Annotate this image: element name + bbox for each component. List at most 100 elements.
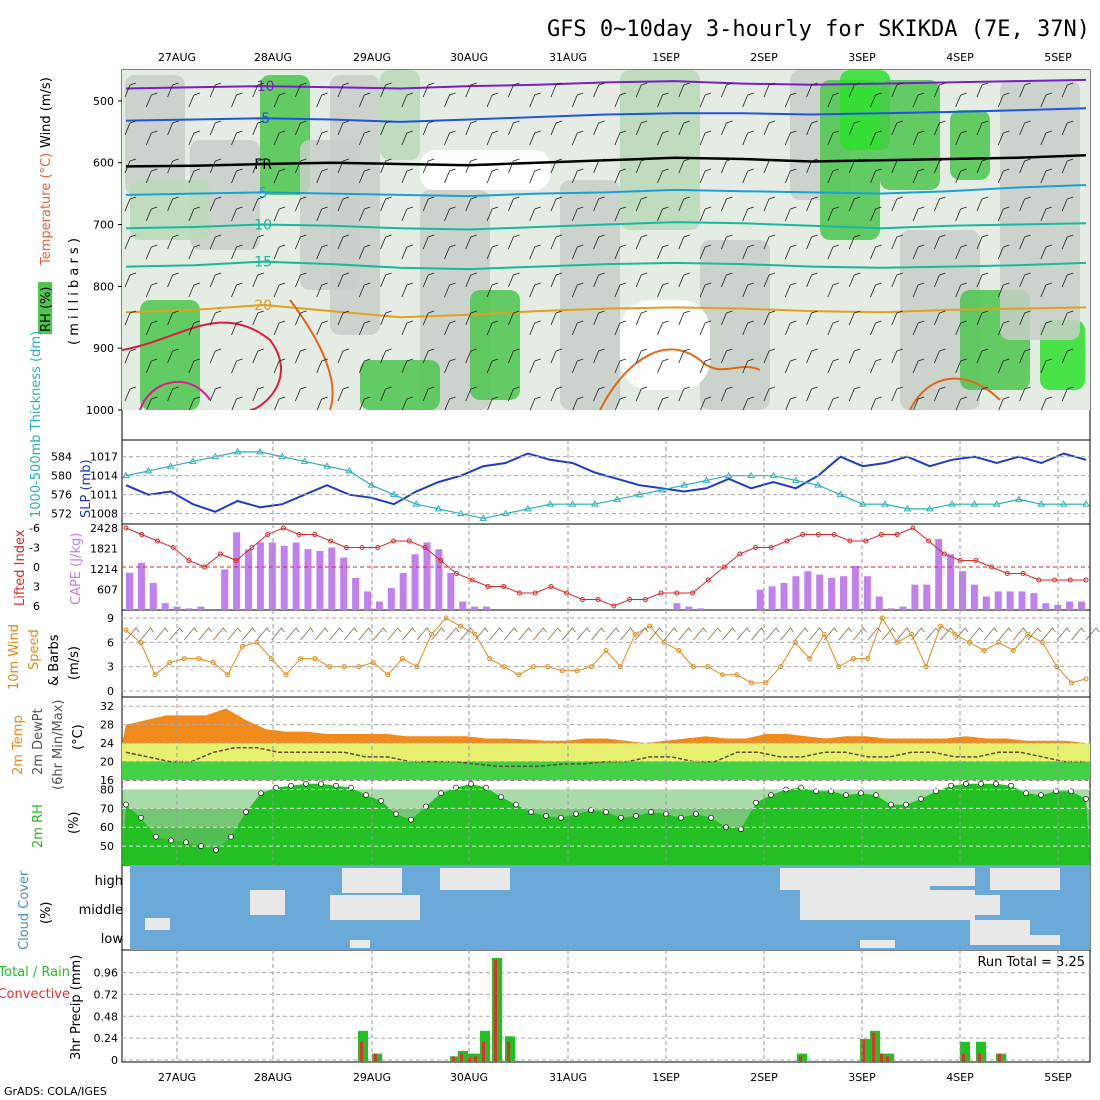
wind-barb xyxy=(145,282,158,298)
wind-barb xyxy=(188,244,201,260)
precip-convective-bar xyxy=(799,1056,802,1062)
wind-barb xyxy=(870,396,882,410)
cape-bar xyxy=(1078,601,1085,610)
wind-barb xyxy=(997,320,1010,336)
wind-barb xyxy=(635,272,648,288)
precip-convective-bar xyxy=(452,1056,455,1062)
rh-marker xyxy=(873,792,879,798)
thickness-marker xyxy=(1059,500,1068,507)
wind-barb xyxy=(198,627,213,641)
rh-marker xyxy=(483,784,489,791)
wind-barb xyxy=(593,158,605,174)
wind-barb xyxy=(486,358,499,374)
wind-barb xyxy=(1061,234,1074,250)
lifted-index-marker xyxy=(343,545,349,550)
wind-barb xyxy=(976,348,989,364)
wind-barb xyxy=(955,282,967,298)
wind-speed-marker xyxy=(952,631,958,637)
wind-barb xyxy=(827,396,840,410)
wind-barb xyxy=(465,234,477,250)
wind-barb xyxy=(316,320,328,336)
wind-barb xyxy=(188,92,201,108)
lifted-index-marker xyxy=(249,545,255,550)
wind-speed-marker xyxy=(385,672,391,678)
wind-barb xyxy=(934,120,946,136)
precip-convective-bar xyxy=(474,1056,477,1062)
lifted-index-marker xyxy=(469,577,475,583)
wind-barb xyxy=(550,196,563,212)
wind-barb xyxy=(997,92,1010,108)
wind-barb xyxy=(576,627,591,641)
wind-barb xyxy=(316,130,328,146)
thickness-marker xyxy=(367,481,376,488)
wind-barb xyxy=(784,168,797,184)
wind-barb xyxy=(763,196,776,212)
cape-bar xyxy=(1054,604,1062,610)
wind-barb xyxy=(635,82,648,98)
cloud-block xyxy=(145,918,170,930)
wind-barb xyxy=(848,272,861,288)
rh-marker xyxy=(738,826,744,832)
rh-marker xyxy=(768,792,774,798)
wind-barb xyxy=(1040,244,1053,260)
wind-barb xyxy=(806,348,818,364)
wind-barb xyxy=(997,282,1010,298)
lifted-index-marker xyxy=(438,558,444,563)
wind-barb xyxy=(231,282,243,298)
wind-barb xyxy=(431,627,445,641)
wind-barb xyxy=(124,196,137,212)
cape-bar xyxy=(423,542,431,610)
temperature-contour xyxy=(125,221,1087,231)
wind-barb xyxy=(188,358,201,374)
wind-speed-marker xyxy=(719,672,725,678)
lifted-index-marker xyxy=(847,538,853,544)
rh-marker xyxy=(1068,788,1074,795)
rh-marker xyxy=(228,833,234,840)
precip-convective-bar xyxy=(862,1039,865,1062)
wind-barb xyxy=(721,82,733,98)
precip-convective-bar xyxy=(962,1053,965,1062)
thickness-marker xyxy=(523,504,532,512)
wind-barb xyxy=(183,627,198,641)
cape-axis-label: CAPE (J/kg) xyxy=(69,533,84,605)
wind-barb xyxy=(422,120,435,136)
wind-barb xyxy=(955,396,967,410)
wind-barb xyxy=(444,320,456,336)
chart-title: GFS 0~10day 3-hourly for SKIKDA (7E, 37N… xyxy=(547,17,1090,42)
lifted-tick-label: -6 xyxy=(29,522,40,535)
lifted-index-marker xyxy=(784,538,790,544)
wind-barb xyxy=(912,244,925,260)
wind-barb xyxy=(976,310,989,326)
wind-barb xyxy=(721,348,733,364)
wind-barb xyxy=(823,627,838,641)
wind-barb xyxy=(1056,627,1071,641)
wind-barb xyxy=(742,206,754,222)
wind-barb xyxy=(401,358,414,374)
thickness-marker xyxy=(1015,495,1023,502)
wind-barb xyxy=(422,272,435,288)
wind-barb xyxy=(721,196,733,212)
wind-speed-marker xyxy=(239,643,245,649)
lifted-index-marker xyxy=(737,551,743,557)
wind-barb xyxy=(145,206,158,222)
wind-barb xyxy=(657,320,669,336)
wind-barb xyxy=(912,320,925,336)
wind-barb xyxy=(273,206,286,222)
cape-bar xyxy=(685,606,693,610)
wind-barb xyxy=(518,627,533,641)
thickness-line xyxy=(125,451,1086,520)
wind-speed-marker xyxy=(865,656,871,662)
wind-barb xyxy=(721,386,733,402)
wind-barb xyxy=(444,396,456,410)
wind-barb xyxy=(358,168,371,184)
wind-barb xyxy=(848,158,861,174)
date-label-top: 29AUG xyxy=(353,51,391,64)
wind-barb xyxy=(891,196,903,212)
wind-barb xyxy=(1071,627,1085,641)
temperature-contour xyxy=(125,260,1087,271)
wind-barb xyxy=(848,234,861,250)
thickness-marker xyxy=(1037,500,1046,507)
wind-barb xyxy=(1061,272,1074,288)
wind-barb xyxy=(699,282,712,298)
temperature-contour xyxy=(125,184,1087,198)
